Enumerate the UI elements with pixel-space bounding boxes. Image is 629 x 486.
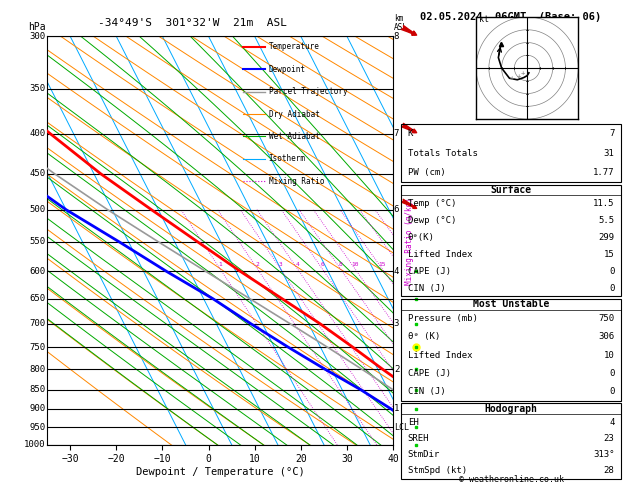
Text: 8: 8 — [338, 261, 342, 266]
Text: +: + — [516, 73, 521, 80]
X-axis label: Dewpoint / Temperature (°C): Dewpoint / Temperature (°C) — [136, 467, 304, 477]
Text: 02.05.2024  06GMT  (Base: 06): 02.05.2024 06GMT (Base: 06) — [420, 12, 602, 22]
Text: 700: 700 — [30, 319, 45, 328]
Text: 6: 6 — [394, 205, 399, 214]
Text: EH: EH — [408, 417, 418, 427]
Text: Hodograph: Hodograph — [484, 404, 538, 414]
Text: Dewp (°C): Dewp (°C) — [408, 216, 456, 225]
Text: 3: 3 — [279, 261, 282, 266]
Text: Dry Adiabat: Dry Adiabat — [269, 109, 320, 119]
Text: SREH: SREH — [408, 434, 429, 443]
Text: -34°49'S  301°32'W  21m  ASL: -34°49'S 301°32'W 21m ASL — [98, 18, 287, 28]
Text: 750: 750 — [598, 314, 615, 323]
Text: CIN (J): CIN (J) — [408, 283, 445, 293]
Text: Mixing Ratio (g/kg): Mixing Ratio (g/kg) — [405, 197, 415, 284]
Text: 4: 4 — [296, 261, 299, 266]
Text: StmDir: StmDir — [408, 450, 440, 459]
Text: 10: 10 — [351, 261, 359, 266]
Text: km
ASL: km ASL — [394, 14, 408, 33]
Text: 25: 25 — [414, 261, 421, 266]
Text: 1: 1 — [394, 404, 399, 414]
Text: 1: 1 — [218, 261, 222, 266]
Bar — [401, 185, 621, 296]
Text: Dewpoint: Dewpoint — [269, 65, 306, 73]
Text: LCL: LCL — [394, 423, 409, 432]
Bar — [401, 299, 621, 401]
Text: 313°: 313° — [593, 450, 615, 459]
Text: 8: 8 — [394, 32, 399, 41]
Text: 31: 31 — [604, 149, 615, 157]
Text: 5.5: 5.5 — [598, 216, 615, 225]
Text: 400: 400 — [30, 129, 45, 139]
Text: Totals Totals: Totals Totals — [408, 149, 477, 157]
Text: 7: 7 — [609, 129, 615, 138]
Text: 306: 306 — [598, 332, 615, 342]
Text: PW (cm): PW (cm) — [408, 168, 445, 177]
Bar — [401, 124, 621, 182]
Text: 15: 15 — [378, 261, 386, 266]
Text: 350: 350 — [30, 84, 45, 93]
Text: 850: 850 — [30, 385, 45, 394]
Text: 450: 450 — [30, 170, 45, 178]
Text: θᵊ(K): θᵊ(K) — [408, 233, 435, 242]
Text: 1.77: 1.77 — [593, 168, 615, 177]
Text: 20: 20 — [398, 261, 406, 266]
Text: CIN (J): CIN (J) — [408, 387, 445, 396]
Text: 299: 299 — [598, 233, 615, 242]
Text: 7: 7 — [394, 129, 399, 139]
Text: Temperature: Temperature — [269, 42, 320, 51]
Text: 550: 550 — [30, 238, 45, 246]
Text: K: K — [408, 129, 413, 138]
Text: Most Unstable: Most Unstable — [473, 299, 549, 309]
Text: © weatheronline.co.uk: © weatheronline.co.uk — [459, 474, 564, 484]
Text: Temp (°C): Temp (°C) — [408, 199, 456, 208]
Text: 2: 2 — [255, 261, 259, 266]
Bar — [401, 403, 621, 479]
Text: CAPE (J): CAPE (J) — [408, 267, 451, 276]
Text: 4: 4 — [394, 267, 399, 276]
Text: θᵊ (K): θᵊ (K) — [408, 332, 440, 342]
Text: CAPE (J): CAPE (J) — [408, 369, 451, 378]
Text: Surface: Surface — [491, 185, 532, 195]
Text: Lifted Index: Lifted Index — [408, 250, 472, 259]
Text: 2: 2 — [394, 364, 399, 374]
Text: Pressure (mb): Pressure (mb) — [408, 314, 477, 323]
Text: hPa: hPa — [28, 22, 45, 33]
Text: 950: 950 — [30, 423, 45, 432]
Text: kt: kt — [479, 15, 489, 24]
Text: Mixing Ratio: Mixing Ratio — [269, 177, 324, 186]
Text: 28: 28 — [604, 466, 615, 475]
Text: +: + — [509, 75, 514, 81]
Text: 0: 0 — [609, 387, 615, 396]
Text: Isotherm: Isotherm — [269, 155, 306, 163]
Text: 900: 900 — [30, 404, 45, 414]
Text: 750: 750 — [30, 343, 45, 352]
Text: 1000: 1000 — [24, 440, 45, 449]
Text: 650: 650 — [30, 294, 45, 303]
Text: 500: 500 — [30, 205, 45, 214]
Text: 300: 300 — [30, 32, 45, 41]
Text: 600: 600 — [30, 267, 45, 276]
Text: 800: 800 — [30, 364, 45, 374]
Text: +: + — [521, 70, 525, 76]
Text: 11.5: 11.5 — [593, 199, 615, 208]
Text: 3: 3 — [394, 319, 399, 328]
Text: 15: 15 — [604, 250, 615, 259]
Text: Parcel Trajectory: Parcel Trajectory — [269, 87, 347, 96]
Text: 4: 4 — [609, 417, 615, 427]
Text: 0: 0 — [609, 267, 615, 276]
Text: 10: 10 — [604, 351, 615, 360]
Text: 0: 0 — [609, 283, 615, 293]
Text: Wet Adiabat: Wet Adiabat — [269, 132, 320, 141]
Text: 6: 6 — [320, 261, 324, 266]
Text: StmSpd (kt): StmSpd (kt) — [408, 466, 467, 475]
Text: 23: 23 — [604, 434, 615, 443]
Text: Lifted Index: Lifted Index — [408, 351, 472, 360]
Text: 0: 0 — [609, 369, 615, 378]
